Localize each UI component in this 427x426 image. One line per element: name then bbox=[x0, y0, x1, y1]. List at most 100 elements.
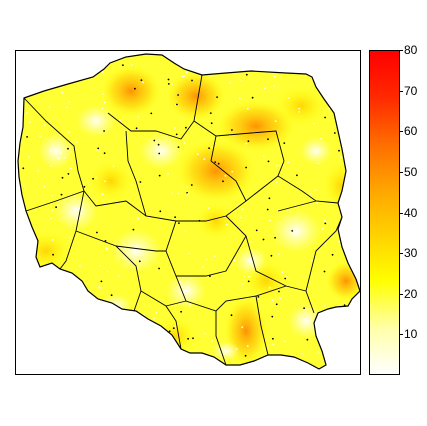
station-dot bbox=[158, 267, 161, 270]
station-dot bbox=[98, 286, 100, 288]
station-dot bbox=[46, 344, 49, 346]
legend-tick-mark bbox=[399, 131, 403, 133]
station-dot bbox=[275, 303, 278, 306]
station-dot bbox=[112, 165, 115, 167]
station-dot bbox=[238, 97, 241, 100]
station-dot bbox=[246, 107, 249, 110]
station-dot bbox=[229, 82, 231, 84]
station-dot bbox=[272, 62, 275, 65]
station-dot bbox=[125, 313, 128, 316]
station-dot bbox=[175, 133, 178, 136]
legend-tick-label: 30 bbox=[404, 246, 418, 261]
station-dot bbox=[240, 79, 243, 81]
legend-tick-mark bbox=[399, 293, 403, 295]
station-dot bbox=[277, 208, 279, 211]
station-dot bbox=[269, 219, 271, 222]
station-dot bbox=[178, 222, 180, 225]
station-dot bbox=[196, 153, 199, 156]
station-dot bbox=[342, 245, 345, 248]
station-dot bbox=[328, 353, 330, 356]
station-dot bbox=[103, 152, 106, 155]
station-dot bbox=[153, 139, 156, 142]
station-dot bbox=[73, 342, 76, 344]
station-dot bbox=[340, 156, 342, 159]
station-dot bbox=[190, 184, 193, 186]
station-dot bbox=[55, 60, 57, 62]
station-dot bbox=[275, 181, 278, 183]
station-dot bbox=[351, 260, 354, 263]
station-dot bbox=[342, 128, 345, 131]
station-dot bbox=[171, 192, 173, 195]
station-dot bbox=[239, 216, 242, 219]
station-dot bbox=[152, 317, 155, 320]
station-dot bbox=[183, 75, 186, 77]
legend-tick-label: 60 bbox=[404, 124, 418, 139]
station-dot bbox=[210, 146, 213, 148]
station-dot bbox=[107, 307, 110, 310]
station-dot bbox=[208, 147, 211, 150]
station-dot bbox=[353, 319, 356, 322]
station-dot bbox=[96, 149, 99, 151]
station-dot bbox=[135, 127, 138, 130]
station-dot bbox=[140, 79, 143, 81]
legend-tick-mark bbox=[399, 50, 403, 51]
station-dot bbox=[185, 126, 187, 129]
station-dot bbox=[278, 253, 280, 256]
station-dot bbox=[312, 122, 315, 125]
station-dot bbox=[122, 64, 124, 67]
station-dot bbox=[104, 180, 106, 183]
station-dot bbox=[264, 87, 266, 90]
station-dot bbox=[118, 274, 120, 277]
station-dot bbox=[54, 342, 57, 345]
station-dot bbox=[177, 192, 180, 195]
station-dot bbox=[348, 169, 350, 172]
map-frame bbox=[15, 50, 361, 375]
station-dot bbox=[247, 140, 250, 143]
station-dot bbox=[101, 193, 104, 196]
station-dot bbox=[267, 160, 270, 163]
station-dot bbox=[283, 340, 286, 343]
station-dot bbox=[351, 204, 354, 207]
station-dot bbox=[290, 294, 293, 297]
station-dot bbox=[217, 162, 220, 165]
station-dot bbox=[26, 112, 28, 114]
station-dot bbox=[341, 193, 344, 195]
station-dot bbox=[306, 338, 309, 341]
station-dot bbox=[273, 75, 276, 78]
station-dot bbox=[24, 236, 26, 239]
station-dot bbox=[283, 142, 286, 144]
station-dot bbox=[243, 274, 245, 277]
station-dot bbox=[187, 337, 190, 340]
station-dot bbox=[262, 238, 265, 241]
station-dot bbox=[101, 71, 104, 73]
station-dot bbox=[255, 229, 258, 232]
station-dot bbox=[106, 270, 109, 273]
station-dot bbox=[104, 240, 107, 242]
legend-tick-label: 80 bbox=[404, 43, 418, 57]
legend-tick-mark bbox=[399, 253, 403, 255]
station-dot bbox=[45, 56, 47, 59]
station-dot bbox=[332, 65, 334, 68]
station-dot bbox=[67, 147, 69, 150]
station-dot bbox=[174, 325, 177, 327]
station-dot bbox=[210, 122, 213, 125]
station-dot bbox=[171, 83, 173, 85]
station-dot bbox=[134, 87, 136, 90]
station-dot bbox=[162, 329, 165, 332]
station-dot bbox=[284, 275, 287, 278]
station-dot bbox=[103, 130, 105, 132]
station-dot bbox=[137, 116, 140, 119]
station-dot bbox=[245, 166, 248, 169]
station-dot bbox=[251, 96, 254, 99]
station-dot bbox=[63, 156, 66, 159]
station-dot bbox=[273, 85, 276, 87]
station-dot bbox=[298, 107, 301, 110]
country-border bbox=[17, 53, 360, 370]
station-dot bbox=[185, 71, 188, 74]
station-dot bbox=[64, 333, 67, 336]
station-dot bbox=[274, 236, 276, 239]
station-dot bbox=[68, 130, 70, 133]
station-dot bbox=[186, 193, 189, 196]
station-dot bbox=[246, 345, 249, 347]
station-dot bbox=[203, 158, 206, 160]
